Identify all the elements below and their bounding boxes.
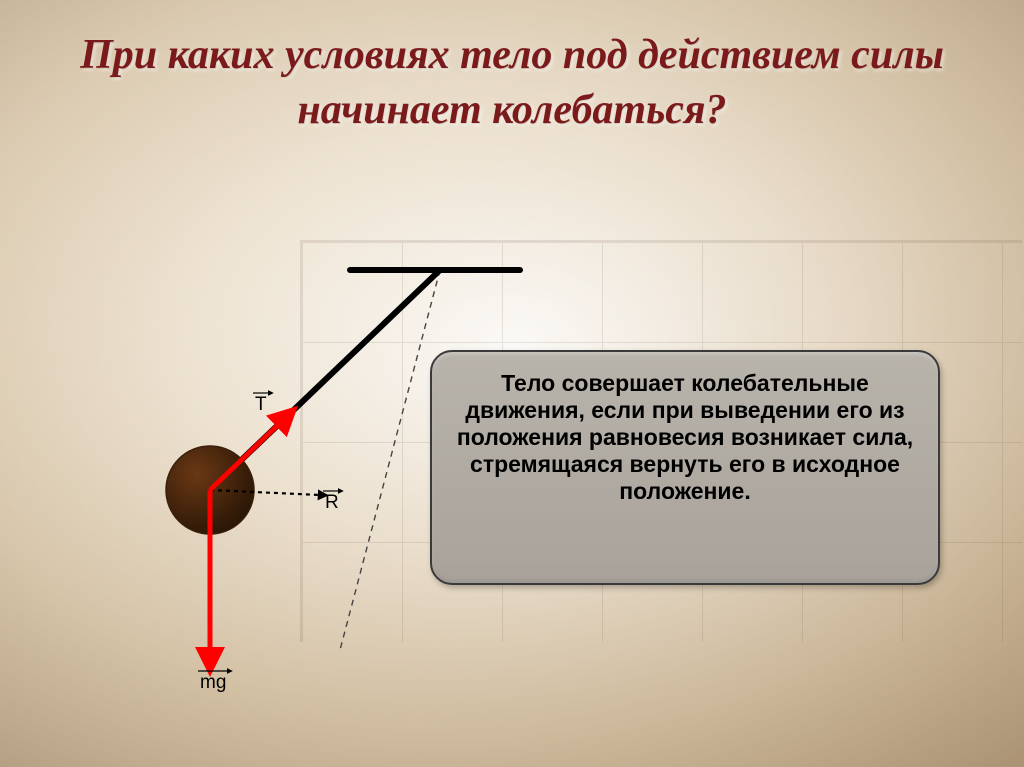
label-T-text: T: [255, 394, 267, 415]
slide-root: При каких условиях тело под действием си…: [0, 0, 1024, 767]
label-mg: mg: [198, 671, 228, 693]
label-T: T: [253, 393, 269, 415]
label-R: R: [323, 491, 339, 513]
label-R-text: R: [325, 492, 339, 513]
label-mg-text: mg: [200, 672, 226, 693]
pendulum-diagram: T R mg: [100, 230, 540, 730]
equilibrium-line: [340, 270, 440, 650]
slide-title: При каких условиях тело под действием си…: [60, 28, 964, 137]
